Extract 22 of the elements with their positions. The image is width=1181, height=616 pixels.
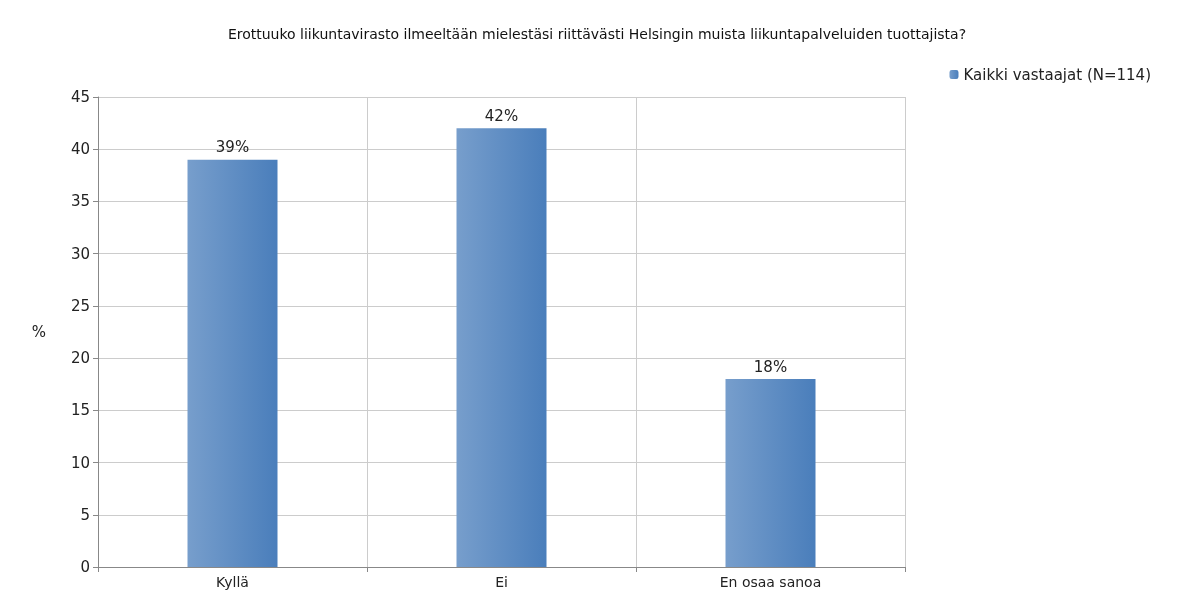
- chart-title: Erottuuko liikuntavirasto ilmeeltään mielestäsi riittävästi Helsingin muista liikuntapalveluiden tuottajista?: [227, 26, 967, 42]
- y-tick-label: 40: [70, 140, 90, 159]
- y-tick-label: 25: [70, 296, 90, 315]
- y-tick-label: 20: [70, 349, 90, 368]
- y-tick-label: 0: [80, 558, 90, 576]
- data-label: 42%: [484, 106, 519, 125]
- data-label: 18%: [753, 357, 788, 376]
- y-axis-title: %: [31, 323, 46, 341]
- y-tick-label: 35: [70, 192, 90, 211]
- y-tick-label: 15: [70, 401, 90, 420]
- x-tick-label: Ei: [495, 574, 508, 590]
- y-tick-label: 45: [70, 88, 90, 106]
- x-tick-label: Kyllä: [216, 574, 249, 590]
- y-tick-label: 5: [80, 505, 90, 524]
- bar: [187, 159, 278, 567]
- x-tick-label: En osaa sanoa: [719, 574, 822, 590]
- bar: [456, 128, 547, 567]
- data-label: 39%: [215, 138, 250, 157]
- y-tick-label: 30: [70, 244, 90, 263]
- bar: [725, 379, 816, 567]
- y-tick-label: 10: [70, 453, 90, 472]
- legend-label: Kaikki vastaajat (N=114): [963, 65, 1152, 84]
